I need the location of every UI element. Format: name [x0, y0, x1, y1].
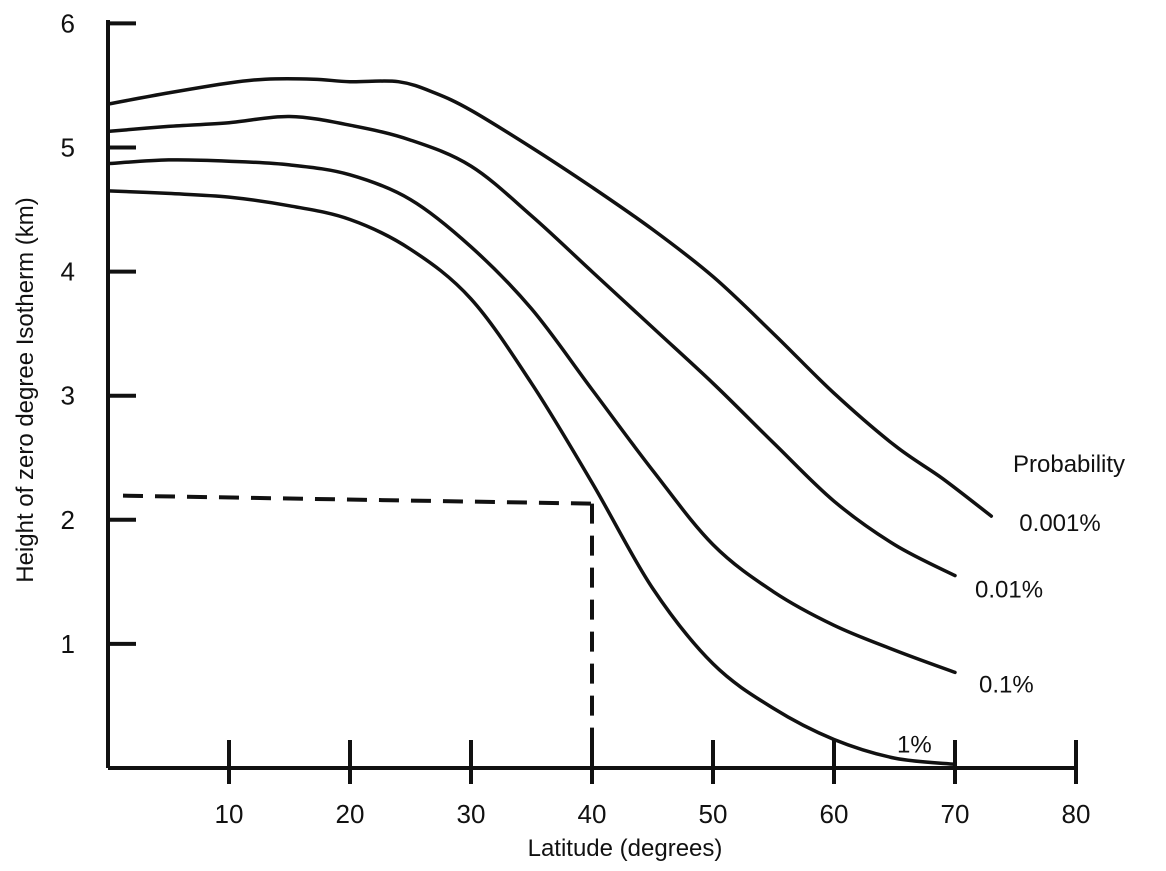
y-tick-label-6: 6 [61, 8, 75, 38]
series-line-1pct [106, 189, 957, 767]
x-tick-label-50: 50 [699, 799, 728, 829]
reference-lines [122, 493, 594, 768]
x-tick-label-80: 80 [1062, 799, 1091, 829]
y-tick-label-5: 5 [61, 133, 75, 163]
series-label-1pct: 1% [897, 731, 932, 758]
x-tick-label-10: 10 [215, 799, 244, 829]
y-tick-label-2: 2 [61, 505, 75, 535]
series-line-0-001pct [106, 77, 994, 518]
series-label-0-001pct: 0.001% [1019, 510, 1100, 537]
y-tick-label-1: 1 [61, 629, 75, 659]
series-line-0-01pct [106, 114, 957, 578]
x-tick-label-60: 60 [820, 799, 849, 829]
series-label-0-1pct: 0.1% [979, 671, 1034, 698]
curves-layer [106, 77, 994, 767]
x-tick-label-20: 20 [336, 799, 365, 829]
series-line-0-1pct [106, 158, 957, 675]
reference-line-horizontal [122, 493, 593, 506]
y-axis-title: Height of zero degree Isotherm (km) [12, 197, 39, 583]
y-tick-label-3: 3 [61, 381, 75, 411]
series-label-0-01pct: 0.01% [975, 577, 1043, 604]
legend-title: Probability [1013, 451, 1125, 478]
y-tick-label-4: 4 [61, 257, 75, 287]
axes [106, 20, 1078, 784]
x-tick-label-30: 30 [457, 799, 486, 829]
x-tick-label-70: 70 [941, 799, 970, 829]
x-tick-label-40: 40 [578, 799, 607, 829]
x-axis-title: Latitude (degrees) [528, 835, 723, 862]
labels: 0.001% 0.01% 0.1% 1% 1 2 3 4 5 6 10 20 30 40 50 60 70 80 L… [12, 8, 1125, 862]
